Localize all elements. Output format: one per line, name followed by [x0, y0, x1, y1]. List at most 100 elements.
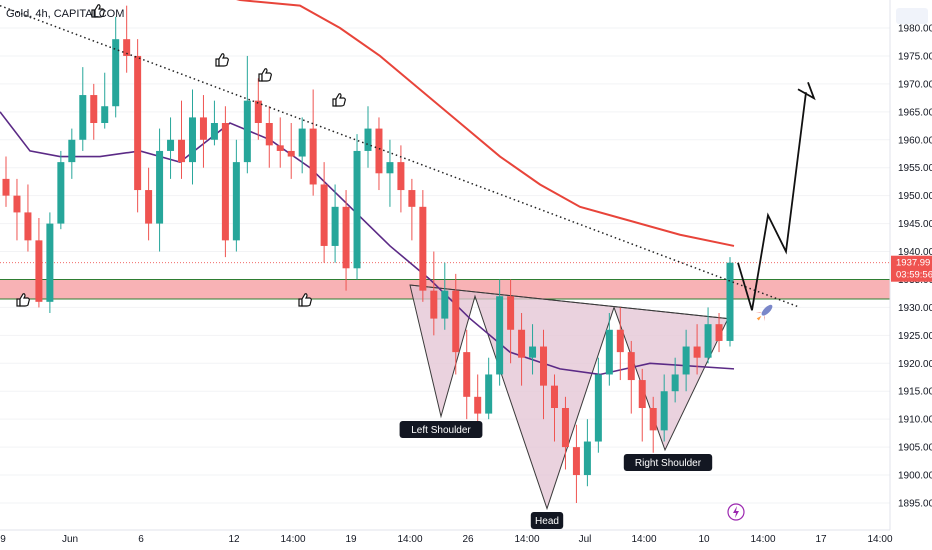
candle-body	[265, 123, 273, 146]
candle[interactable]	[583, 419, 591, 487]
axis-top-pill[interactable]	[896, 8, 928, 24]
candle[interactable]	[419, 190, 427, 302]
x-tick-label: 14:00	[280, 534, 305, 545]
candle[interactable]	[605, 313, 613, 386]
price-axis[interactable]: 1895.00 1900.00 1905.00 1910.00 1915.00 1920.…	[889, 0, 932, 550]
candle[interactable]	[594, 357, 602, 453]
projection-path	[737, 81, 816, 322]
candle[interactable]	[452, 273, 460, 375]
candle[interactable]	[715, 313, 723, 353]
candle[interactable]	[671, 357, 679, 403]
candle[interactable]	[682, 329, 690, 392]
label-right-shoulder: Right Shoulder	[623, 454, 713, 471]
candle[interactable]	[13, 178, 21, 241]
candle[interactable]	[57, 150, 65, 230]
candle[interactable]	[550, 374, 558, 442]
candle[interactable]	[430, 251, 438, 336]
time-axis[interactable]: 9 Jun 6 12 14:00 19 14:00 26 14:00 Jul 14:00 10 14:0…	[0, 529, 893, 545]
candle[interactable]	[79, 67, 87, 151]
candle[interactable]	[232, 139, 240, 252]
candle[interactable]	[199, 95, 207, 168]
candle[interactable]	[145, 167, 153, 241]
candle[interactable]	[342, 190, 350, 291]
candle-body	[57, 162, 65, 224]
candle[interactable]	[485, 357, 493, 420]
candle[interactable]	[221, 106, 229, 258]
candle[interactable]	[441, 262, 449, 330]
candle[interactable]	[364, 106, 372, 168]
candle[interactable]	[649, 396, 657, 453]
candle[interactable]	[287, 123, 295, 179]
candle[interactable]	[375, 117, 383, 191]
candle[interactable]	[178, 100, 186, 179]
x-tick-label: Jun	[62, 534, 78, 545]
candle[interactable]	[726, 257, 734, 347]
candle[interactable]	[529, 324, 537, 375]
y-tick-label: 1925.00	[898, 331, 932, 342]
candle[interactable]	[68, 128, 76, 179]
candle-body	[715, 324, 723, 341]
candle-body	[518, 329, 526, 358]
candle-body	[68, 139, 76, 163]
candle[interactable]	[638, 368, 646, 442]
candle-body	[693, 346, 701, 358]
label-background	[530, 512, 564, 529]
candle[interactable]	[188, 89, 196, 185]
candle[interactable]	[627, 340, 635, 414]
candle[interactable]	[386, 139, 394, 207]
candle[interactable]	[693, 324, 701, 375]
thumbs-up-icon	[215, 53, 229, 67]
candle[interactable]	[265, 106, 273, 168]
candle-body	[419, 206, 427, 291]
candle[interactable]	[353, 134, 361, 280]
candle[interactable]	[210, 100, 218, 146]
candle[interactable]	[704, 307, 712, 364]
x-tick-label: 14:00	[631, 534, 656, 545]
candle[interactable]	[463, 329, 471, 420]
candle[interactable]	[167, 117, 175, 179]
y-tick-label: 1930.00	[898, 303, 932, 314]
candle[interactable]	[243, 55, 251, 174]
candle[interactable]	[298, 117, 306, 174]
candle[interactable]	[507, 279, 515, 364]
candle[interactable]	[156, 128, 164, 252]
candle-body	[254, 100, 262, 123]
candle-body	[199, 117, 207, 140]
candle[interactable]	[35, 218, 43, 308]
x-tick-label: 26	[462, 534, 474, 545]
candle[interactable]	[2, 156, 10, 207]
candle[interactable]	[46, 212, 54, 313]
candle[interactable]	[90, 83, 98, 140]
candle-body	[243, 100, 251, 163]
candle[interactable]	[123, 5, 131, 73]
candle-body	[540, 346, 548, 386]
candle[interactable]	[474, 374, 482, 425]
candle[interactable]	[24, 184, 32, 252]
label-text: Head	[535, 516, 559, 527]
candle[interactable]	[540, 329, 548, 420]
candle[interactable]	[331, 184, 339, 263]
y-tick-label: 1900.00	[898, 471, 932, 482]
thumbs-up-icon	[258, 68, 272, 82]
candle[interactable]	[518, 313, 526, 386]
candle[interactable]	[408, 178, 416, 241]
candle-body	[704, 324, 712, 358]
candle[interactable]	[616, 307, 624, 381]
candle[interactable]	[101, 72, 109, 129]
candle-body	[24, 212, 32, 241]
candle[interactable]	[254, 78, 262, 140]
candle[interactable]	[276, 117, 284, 168]
candle[interactable]	[309, 89, 317, 196]
candle[interactable]	[134, 39, 142, 213]
candle[interactable]	[496, 279, 504, 386]
lightning-badge[interactable]	[727, 503, 745, 521]
candle[interactable]	[320, 162, 328, 263]
candlesticks[interactable]	[2, 5, 734, 503]
candle[interactable]	[572, 424, 580, 503]
y-tick-label: 1895.00	[898, 499, 932, 510]
candle[interactable]	[112, 16, 120, 118]
candle[interactable]	[660, 374, 668, 442]
x-tick-label: 9	[0, 534, 6, 545]
candle[interactable]	[561, 396, 569, 470]
